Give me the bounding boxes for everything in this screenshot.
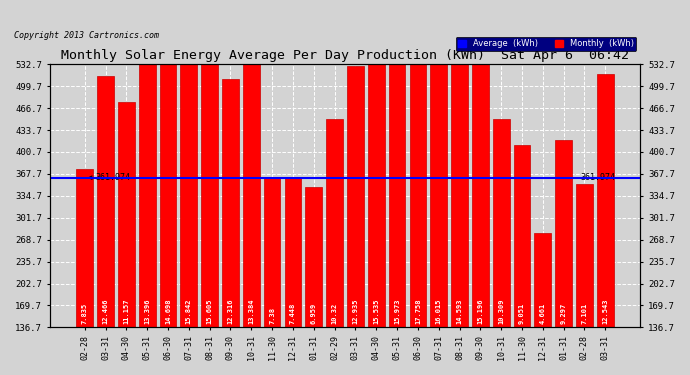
Text: 14.698: 14.698	[165, 298, 171, 324]
Bar	[368, 14, 384, 327]
Text: 6.959: 6.959	[310, 303, 317, 324]
Text: 7.38: 7.38	[269, 307, 275, 324]
Text: 15.605: 15.605	[206, 298, 213, 324]
Bar	[326, 119, 343, 327]
Text: 11.157: 11.157	[124, 298, 129, 324]
Text: 9.051: 9.051	[519, 303, 525, 324]
Text: Copyright 2013 Cartronics.com: Copyright 2013 Cartronics.com	[14, 30, 159, 39]
Text: 15.973: 15.973	[394, 298, 400, 324]
Text: 12.935: 12.935	[353, 298, 358, 324]
Bar	[535, 233, 551, 327]
Bar	[451, 33, 468, 327]
Bar	[597, 74, 613, 327]
Text: 12.316: 12.316	[228, 298, 233, 324]
Text: 361.974: 361.974	[89, 173, 130, 182]
Text: 10.32: 10.32	[332, 303, 337, 324]
Bar	[513, 145, 531, 327]
Bar	[388, 5, 406, 327]
Bar	[284, 177, 302, 327]
Bar	[555, 140, 572, 327]
Bar	[306, 187, 322, 327]
Text: 7.835: 7.835	[81, 303, 88, 324]
Text: 15.196: 15.196	[477, 298, 484, 324]
Text: 17.758: 17.758	[415, 298, 421, 324]
Text: 4.661: 4.661	[540, 303, 546, 324]
Text: 12.466: 12.466	[103, 298, 108, 324]
Bar	[222, 79, 239, 327]
Bar	[159, 31, 177, 327]
Text: 13.396: 13.396	[144, 298, 150, 324]
Text: 9.297: 9.297	[561, 303, 566, 324]
Text: 15.535: 15.535	[373, 298, 380, 324]
Bar	[410, 0, 426, 327]
Bar	[97, 76, 114, 327]
Bar	[243, 57, 259, 327]
Text: 14.593: 14.593	[457, 298, 462, 324]
Bar	[181, 8, 197, 327]
Bar	[493, 119, 509, 327]
Bar	[77, 169, 93, 327]
Text: 13.384: 13.384	[248, 298, 255, 324]
Text: 361.974: 361.974	[581, 173, 615, 182]
Legend: Average  (kWh), Monthly  (kWh): Average (kWh), Monthly (kWh)	[455, 37, 636, 51]
Text: 7.101: 7.101	[582, 303, 587, 324]
Bar	[264, 178, 280, 327]
Bar	[347, 66, 364, 327]
Bar	[472, 21, 489, 327]
Text: 7.448: 7.448	[290, 303, 296, 324]
Bar	[118, 102, 135, 327]
Text: 12.543: 12.543	[602, 298, 609, 324]
Bar	[139, 57, 155, 327]
Text: 15.842: 15.842	[186, 298, 192, 324]
Bar	[576, 184, 593, 327]
Bar	[431, 4, 447, 327]
Title: Monthly Solar Energy Average Per Day Production (KWh)  Sat Apr 6  06:42: Monthly Solar Energy Average Per Day Pro…	[61, 49, 629, 62]
Text: 16.015: 16.015	[435, 298, 442, 324]
Text: 10.309: 10.309	[498, 298, 504, 324]
Bar	[201, 12, 218, 327]
